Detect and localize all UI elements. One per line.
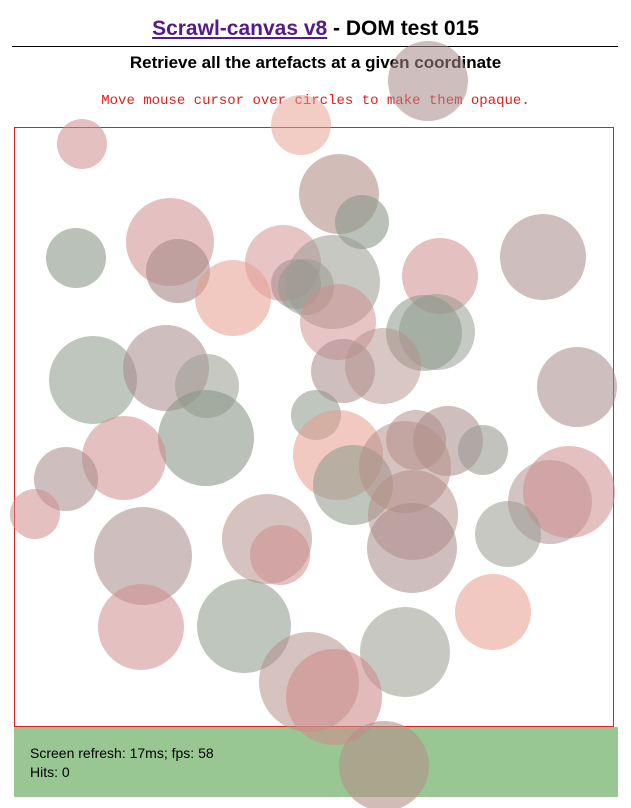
circle-artefact[interactable] <box>82 416 166 500</box>
circle-artefact[interactable] <box>500 214 586 300</box>
circle-artefact[interactable] <box>455 574 531 650</box>
page-subtitle: Retrieve all the artefacts at a given co… <box>129 53 502 72</box>
title-rule <box>12 46 618 47</box>
page-title: Scrawl-canvas v8 - DOM test 015 <box>0 15 631 43</box>
screen-refresh-readout: Screen refresh: 17ms; fps: 58 <box>30 745 214 761</box>
circle-artefact[interactable] <box>402 238 478 314</box>
circle-artefact[interactable] <box>360 607 450 697</box>
circle-artefact[interactable] <box>49 336 137 424</box>
circle-artefact[interactable] <box>271 95 331 155</box>
circle-artefact[interactable] <box>57 119 107 169</box>
circle-artefact[interactable] <box>388 41 468 121</box>
circle-artefact[interactable] <box>98 584 184 670</box>
hits-readout: Hits: 0 <box>30 764 70 780</box>
circle-artefact[interactable] <box>367 503 457 593</box>
circle-artefact[interactable] <box>523 446 615 538</box>
title-suffix: - DOM test 015 <box>327 17 479 40</box>
title-link[interactable]: Scrawl-canvas v8 <box>152 17 328 40</box>
circle-artefact[interactable] <box>158 390 254 486</box>
circle-artefact[interactable] <box>250 525 310 585</box>
circle-artefact[interactable] <box>197 579 291 673</box>
circle-artefact[interactable] <box>146 239 210 303</box>
circle-artefact[interactable] <box>94 507 192 605</box>
circle-artefact[interactable] <box>46 228 106 288</box>
circle-artefact[interactable] <box>537 347 617 427</box>
circle-artefact[interactable] <box>458 425 508 475</box>
circle-artefact[interactable] <box>475 501 541 567</box>
circle-artefact[interactable] <box>195 260 271 336</box>
circle-artefact[interactable] <box>345 328 421 404</box>
circle-artefact[interactable] <box>339 721 429 808</box>
circle-artefact[interactable] <box>10 489 60 539</box>
circle-artefact[interactable] <box>399 294 475 370</box>
circle-artefact[interactable] <box>286 649 382 745</box>
circle-artefact[interactable] <box>335 195 389 249</box>
